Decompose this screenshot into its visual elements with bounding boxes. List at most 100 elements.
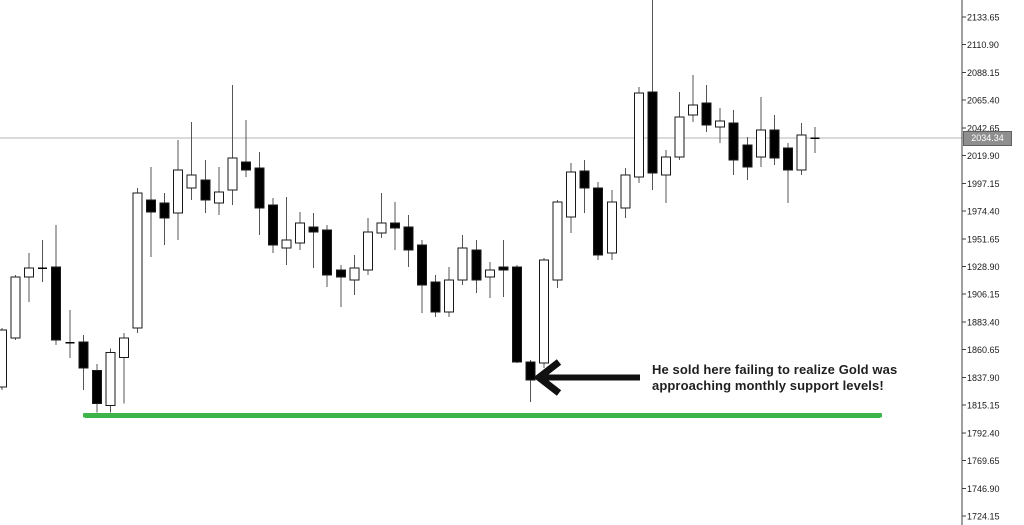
candle-bearish [525, 360, 536, 403]
candle-bullish [796, 123, 807, 176]
candle-body [471, 249, 482, 281]
candle-body [660, 156, 671, 176]
candle-body [593, 187, 604, 256]
candle-bearish [38, 240, 48, 283]
candle-body [444, 279, 455, 313]
candle-body [200, 179, 211, 201]
candle-bearish [51, 225, 62, 346]
candle-bearish [511, 265, 522, 364]
candle-body [91, 369, 102, 404]
candle-bearish [146, 167, 157, 258]
candle-bullish [674, 92, 685, 161]
candle-body [430, 281, 441, 313]
candle-bearish [254, 152, 265, 236]
candle-body [457, 247, 468, 281]
candle-bullish [349, 255, 360, 296]
candle-bullish [376, 193, 387, 239]
candle-bearish [389, 202, 400, 251]
candle-body [186, 174, 197, 189]
axis-tick-label: 2042.65 [967, 123, 1000, 133]
candle-bullish [566, 163, 577, 234]
axis-tick-label: 2110.90 [967, 40, 999, 50]
candle-bearish [769, 115, 780, 166]
candle-body [268, 204, 278, 246]
candle-body [782, 147, 793, 171]
candle-body [552, 201, 563, 281]
candle-body [349, 267, 360, 281]
candle-body [728, 122, 739, 161]
axis-tick-label: 1837.90 [967, 373, 1000, 383]
candle-bearish [308, 213, 319, 269]
axis-tick-label: 1769.65 [967, 456, 1000, 466]
candle-body-doji [65, 342, 75, 344]
candle-bullish [444, 267, 455, 318]
axis-tick-label: 1951.65 [967, 234, 1000, 244]
candle-bullish [688, 75, 699, 123]
candle-body [525, 361, 536, 381]
axis-tick-label: 1928.90 [967, 262, 1000, 272]
candle-body [606, 201, 617, 254]
candle-bullish [715, 108, 726, 144]
axis-tick-label: 1974.40 [967, 207, 1000, 217]
candle-bearish [430, 275, 441, 318]
candle-body [796, 134, 807, 171]
candle-body [227, 157, 238, 191]
candle-body [389, 222, 400, 229]
candle-bullish [295, 212, 306, 251]
candle-bearish [742, 137, 753, 181]
candle-bearish [417, 240, 428, 314]
axis-tick-label: 1906.15 [967, 290, 1000, 300]
sell-arrow-head [533, 359, 562, 396]
candle-body [688, 104, 699, 116]
candle-body [118, 337, 129, 358]
support-line[interactable] [83, 412, 882, 418]
candle-bullish [213, 167, 224, 216]
candle-body [24, 267, 35, 278]
axis-tick-label: 2088.15 [967, 68, 1000, 78]
candle-body [715, 120, 726, 128]
current-price-tag: 2034.34 [963, 131, 1012, 146]
candle-body [213, 191, 224, 204]
candle-bullish [633, 87, 644, 184]
candle-bullish [552, 200, 563, 289]
annotation-text[interactable]: He sold here failing to realize Gold was… [652, 362, 897, 394]
candle-bullish [10, 275, 21, 341]
candle-bullish [620, 168, 631, 219]
annotation-line-1: He sold here failing to realize Gold was [652, 362, 898, 377]
axis-tick-label: 1860.65 [967, 345, 1000, 355]
candle-body [539, 259, 549, 364]
axis-tick-label: 2133.65 [967, 13, 1000, 23]
candle-body [701, 102, 712, 126]
axis-tick-label: 1815.15 [967, 401, 1000, 411]
candle-bearish [78, 335, 89, 391]
annotation-line-2: approaching monthly support levels! [652, 378, 884, 393]
candle-bearish [579, 160, 590, 214]
candle-body [335, 269, 346, 278]
candle-bullish [132, 188, 143, 334]
candle-body [78, 341, 89, 369]
candle-body [322, 229, 333, 276]
candle-bearish [782, 143, 793, 204]
candle-body [566, 171, 577, 218]
candle-body [105, 351, 116, 406]
candle-body [484, 269, 495, 278]
candle-bullish [660, 150, 671, 204]
candle-body [295, 222, 306, 244]
candle-body [579, 170, 590, 189]
candle-bullish [173, 140, 184, 241]
candle-bullish [606, 190, 617, 261]
candle-body [620, 174, 631, 209]
candle-body [10, 276, 21, 339]
candle-body [674, 116, 685, 158]
candle-bullish [539, 258, 549, 369]
sell-arrow[interactable] [533, 359, 640, 396]
candle-body [633, 92, 644, 178]
candle-bearish [593, 182, 604, 261]
candle-bearish [810, 127, 820, 154]
candle-body [498, 266, 509, 271]
candle-body [240, 161, 251, 171]
candle-body [403, 226, 414, 251]
candle-bullish [186, 122, 197, 201]
candle-body [173, 169, 184, 214]
